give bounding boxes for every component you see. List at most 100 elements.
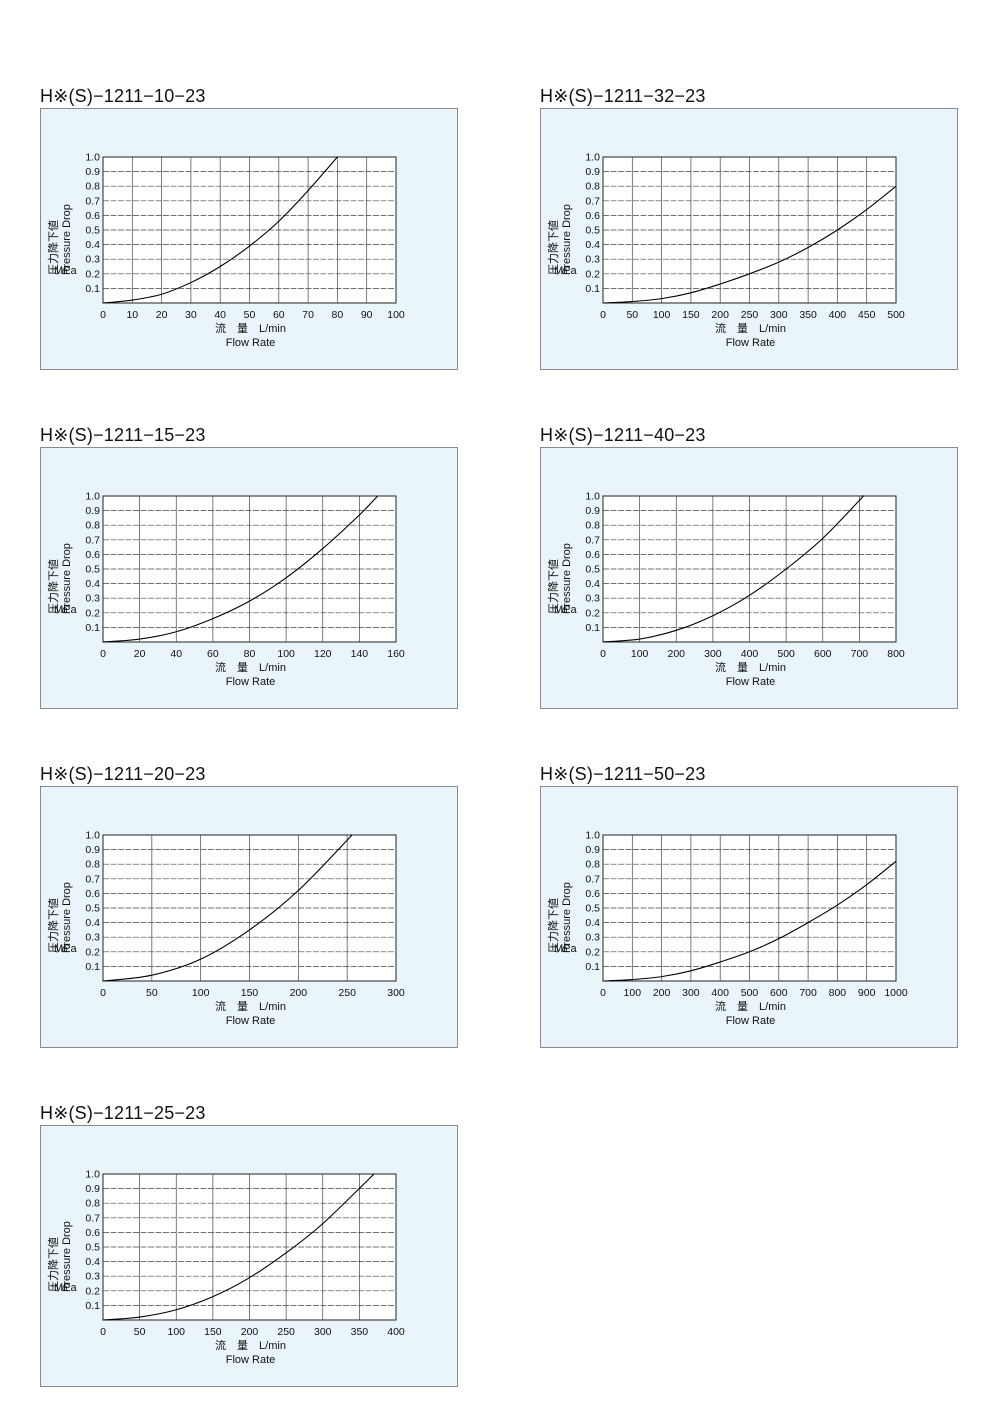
y-tick-label: 0.1 bbox=[85, 1300, 100, 1312]
plot-svg: 0.1 0.2 0.3 0.4 0.5 0.6 0.7 0.8 0.9 1.0 0 50 100 150 2… bbox=[85, 1169, 405, 1339]
pressure-drop-curve bbox=[102, 495, 379, 643]
y-tick-label: 0.2 bbox=[585, 946, 600, 958]
chart-title: H※(S)−1211−20−23 bbox=[40, 764, 206, 784]
y-tick-label: 0.6 bbox=[85, 1227, 100, 1239]
chart-panel: 圧力降下値 Pressure Drop MPa 流 量 L/min Flow Rate 0… bbox=[40, 1125, 458, 1387]
x-tick-label: 30 bbox=[185, 309, 197, 321]
x-tick-label: 400 bbox=[387, 1326, 405, 1338]
plot-svg: 0.1 0.2 0.3 0.4 0.5 0.6 0.7 0.8 0.9 1.0 0 100 200 300… bbox=[585, 830, 907, 1000]
x-tick-label: 300 bbox=[314, 1326, 332, 1338]
x-axis-label-en: Flow Rate bbox=[225, 337, 276, 349]
y-tick-label: 0.1 bbox=[85, 283, 100, 295]
y-axis-unit: MPa bbox=[554, 943, 577, 955]
pressure-drop-curve bbox=[602, 495, 865, 643]
x-axis-label-jp: 流 量 L/min bbox=[715, 323, 786, 335]
y-tick-label: 0.5 bbox=[585, 225, 600, 237]
pressure-drop-curve bbox=[602, 860, 897, 982]
x-tick-label: 400 bbox=[741, 648, 759, 660]
x-tick-label: 200 bbox=[290, 987, 308, 999]
x-tick-label: 500 bbox=[777, 648, 795, 660]
y-tick-label: 0.5 bbox=[85, 225, 100, 237]
y-tick-label: 0.2 bbox=[85, 268, 100, 280]
y-tick-label: 0.9 bbox=[585, 166, 600, 178]
y-tick-label: 0.9 bbox=[585, 844, 600, 856]
plot-svg: 0.1 0.2 0.3 0.4 0.5 0.6 0.7 0.8 0.9 1.0 0 10 20 30 40 5… bbox=[85, 152, 405, 322]
x-tick-label: 450 bbox=[858, 309, 876, 321]
y-tick-label: 0.8 bbox=[85, 859, 100, 871]
y-tick-label: 0.6 bbox=[85, 888, 100, 900]
y-axis-unit: MPa bbox=[554, 604, 577, 616]
y-axis-unit: MPa bbox=[54, 265, 77, 277]
y-tick-label: 0.3 bbox=[585, 254, 600, 266]
x-tick-label: 100 bbox=[167, 1326, 185, 1338]
y-tick-label: 0.7 bbox=[85, 1212, 100, 1224]
x-tick-label: 50 bbox=[244, 309, 256, 321]
x-tick-label: 160 bbox=[387, 648, 405, 660]
pressure-drop-curve bbox=[602, 185, 897, 304]
pressure-drop-curve bbox=[102, 1173, 375, 1321]
x-tick-label: 400 bbox=[711, 987, 729, 999]
x-axis-label-en: Flow Rate bbox=[225, 1015, 276, 1027]
x-tick-label: 700 bbox=[799, 987, 817, 999]
y-tick-label: 0.6 bbox=[585, 549, 600, 561]
x-tick-label: 600 bbox=[770, 987, 788, 999]
x-tick-label: 80 bbox=[332, 309, 344, 321]
chart-title: H※(S)−1211−15−23 bbox=[40, 425, 206, 445]
x-tick-label: 60 bbox=[207, 648, 219, 660]
pressure-drop-curve bbox=[102, 834, 353, 982]
y-tick-label: 1.0 bbox=[585, 491, 600, 503]
x-tick-label: 800 bbox=[887, 648, 905, 660]
x-tick-label: 100 bbox=[277, 648, 295, 660]
y-tick-label: 0.7 bbox=[85, 534, 100, 546]
x-tick-label: 0 bbox=[100, 987, 106, 999]
y-tick-label: 0.9 bbox=[85, 844, 100, 856]
chart-panel: 圧力降下値 Pressure Drop MPa 流 量 L/min Flow Rate 0… bbox=[40, 108, 458, 370]
x-tick-label: 900 bbox=[858, 987, 876, 999]
y-tick-label: 0.8 bbox=[85, 181, 100, 193]
y-tick-label: 0.4 bbox=[85, 239, 100, 251]
y-tick-label: 1.0 bbox=[85, 830, 100, 842]
y-tick-label: 0.1 bbox=[585, 283, 600, 295]
x-tick-label: 150 bbox=[241, 987, 259, 999]
y-tick-label: 0.4 bbox=[85, 917, 100, 929]
x-tick-label: 200 bbox=[711, 309, 729, 321]
y-tick-label: 0.3 bbox=[85, 1271, 100, 1283]
y-tick-label: 0.6 bbox=[85, 549, 100, 561]
y-tick-label: 0.8 bbox=[585, 520, 600, 532]
x-tick-label: 60 bbox=[273, 309, 285, 321]
x-tick-label: 0 bbox=[100, 309, 106, 321]
y-axis-unit: MPa bbox=[54, 1282, 77, 1294]
x-tick-label: 350 bbox=[351, 1326, 369, 1338]
y-tick-label: 0.1 bbox=[585, 961, 600, 973]
y-tick-label: 0.8 bbox=[85, 520, 100, 532]
chart-title: H※(S)−1211−50−23 bbox=[540, 764, 706, 784]
chart-title: H※(S)−1211−32−23 bbox=[540, 86, 706, 106]
x-tick-label: 350 bbox=[799, 309, 817, 321]
chart-panel: 圧力降下値 Pressure Drop MPa 流 量 L/min Flow Rate 0… bbox=[540, 447, 958, 709]
y-tick-label: 0.4 bbox=[585, 917, 600, 929]
x-tick-label: 40 bbox=[170, 648, 182, 660]
x-axis-label-en: Flow Rate bbox=[225, 676, 276, 688]
x-axis-label-jp: 流 量 L/min bbox=[215, 323, 286, 335]
x-tick-label: 0 bbox=[100, 1326, 106, 1338]
plot-svg: 0.1 0.2 0.3 0.4 0.5 0.6 0.7 0.8 0.9 1.0 0 50 100 150 2… bbox=[585, 152, 905, 322]
y-tick-label: 0.5 bbox=[85, 564, 100, 576]
x-tick-label: 0 bbox=[600, 309, 606, 321]
chart-panel: 圧力降下値 Pressure Drop MPa 流 量 L/min Flow Rate 0… bbox=[540, 108, 958, 370]
x-axis-label-en: Flow Rate bbox=[725, 337, 776, 349]
x-tick-label: 600 bbox=[814, 648, 832, 660]
y-tick-label: 0.6 bbox=[85, 210, 100, 222]
y-axis-unit: MPa bbox=[54, 943, 77, 955]
x-tick-label: 200 bbox=[241, 1326, 259, 1338]
x-axis-label-en: Flow Rate bbox=[725, 676, 776, 688]
y-tick-label: 0.7 bbox=[585, 534, 600, 546]
y-tick-label: 1.0 bbox=[585, 830, 600, 842]
chart-title: H※(S)−1211−40−23 bbox=[540, 425, 706, 445]
y-tick-label: 0.2 bbox=[585, 607, 600, 619]
x-tick-label: 0 bbox=[600, 987, 606, 999]
x-tick-label: 200 bbox=[653, 987, 671, 999]
x-tick-label: 500 bbox=[741, 987, 759, 999]
x-tick-label: 50 bbox=[146, 987, 158, 999]
y-tick-label: 0.8 bbox=[585, 181, 600, 193]
x-tick-label: 20 bbox=[156, 309, 168, 321]
